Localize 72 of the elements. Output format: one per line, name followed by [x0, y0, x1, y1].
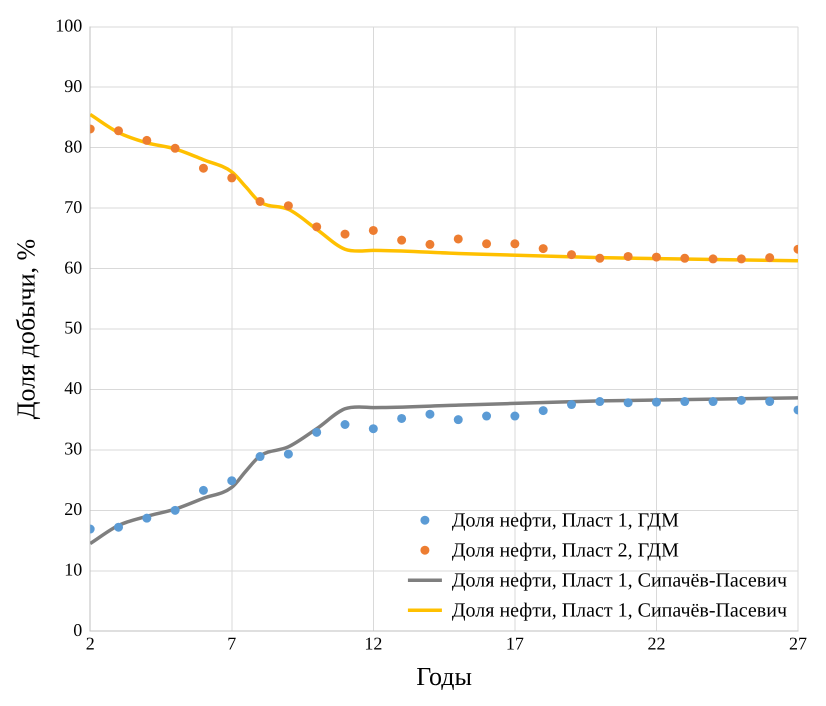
- y-tick-label: 70: [64, 196, 82, 217]
- y-tick-label: 60: [64, 257, 82, 278]
- point: [765, 397, 774, 406]
- point: [736, 396, 746, 405]
- point: [397, 236, 406, 245]
- point: [595, 254, 604, 263]
- legend-label: Доля нефти, Пласт 1, Сипачёв-Пасевич: [452, 599, 788, 622]
- point: [624, 252, 633, 261]
- legend-label: Доля нефти, Пласт 2, ГДМ: [452, 539, 680, 562]
- point: [538, 244, 548, 254]
- y-tick-label: 80: [64, 136, 82, 156]
- y-tick-label: 40: [64, 378, 82, 398]
- x-axis-title: Годы: [416, 662, 472, 692]
- y-tick-label: 30: [64, 438, 82, 459]
- x-tick-label: 22: [647, 634, 666, 654]
- point: [708, 397, 718, 406]
- point: [312, 428, 322, 437]
- legend-label: Доля нефти, Пласт 1, Сипачёв-Пасевич: [452, 569, 788, 592]
- point: [482, 412, 492, 421]
- x-tick-label: 2: [86, 634, 95, 654]
- point: [510, 412, 520, 421]
- point: [510, 239, 520, 248]
- legend-label: Доля нефти, Пласт 1, ГДМ: [452, 509, 680, 532]
- point: [567, 250, 576, 260]
- point: [368, 424, 378, 434]
- point: [170, 506, 180, 515]
- point: [567, 400, 576, 410]
- point: [198, 486, 208, 495]
- point: [340, 420, 350, 429]
- y-tick-label: 100: [55, 16, 82, 36]
- point: [170, 144, 180, 153]
- point: [680, 397, 690, 406]
- point: [312, 222, 322, 232]
- point: [652, 252, 661, 262]
- point: [736, 254, 746, 264]
- point: [397, 414, 406, 423]
- y-tick-label: 90: [64, 76, 82, 96]
- x-tick-label: 7: [227, 634, 236, 654]
- point: [708, 254, 718, 264]
- point: [256, 452, 265, 462]
- point: [227, 476, 236, 486]
- point: [652, 398, 661, 407]
- y-tick-label: 10: [64, 559, 82, 580]
- point: [680, 254, 690, 263]
- x-tick-label: 17: [506, 634, 524, 654]
- line-series: [90, 112, 798, 262]
- point: [482, 239, 492, 248]
- y-tick-label: 50: [64, 318, 82, 338]
- point: [538, 406, 548, 416]
- point: [114, 522, 124, 532]
- x-tick-label: 12: [364, 634, 382, 654]
- x-tick-label: 27: [789, 634, 807, 654]
- y-tick-label: 20: [64, 499, 82, 520]
- point: [595, 397, 604, 406]
- point: [114, 126, 124, 136]
- point: [340, 230, 350, 239]
- point: [284, 450, 293, 459]
- point: [368, 226, 378, 235]
- y-tick-label: 0: [73, 620, 82, 640]
- point: [765, 253, 774, 262]
- point: [624, 398, 633, 408]
- point: [256, 196, 265, 206]
- point: [454, 234, 463, 244]
- point: [425, 240, 434, 249]
- point: [227, 173, 236, 182]
- y-axis-title: Доля добычи, %: [11, 238, 40, 420]
- point: [425, 410, 434, 419]
- point: [142, 514, 152, 523]
- point: [198, 164, 208, 173]
- point: [454, 415, 463, 424]
- point: [142, 136, 152, 145]
- point: [284, 201, 293, 210]
